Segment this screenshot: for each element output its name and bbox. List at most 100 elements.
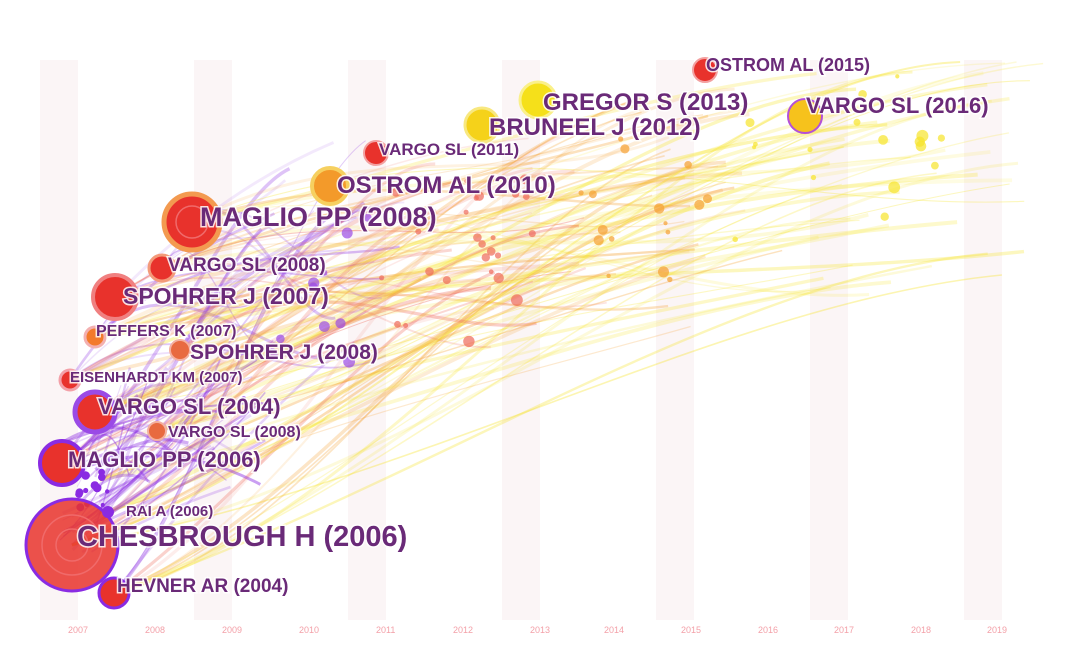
minor-node[interactable] [379, 275, 385, 281]
minor-node[interactable] [319, 321, 330, 332]
minor-node[interactable] [589, 190, 597, 199]
minor-node[interactable] [321, 269, 328, 276]
node-label[interactable]: RAI A (2006) [125, 502, 215, 522]
minor-node[interactable] [888, 181, 901, 194]
minor-node[interactable] [488, 269, 494, 275]
minor-node[interactable] [486, 247, 496, 256]
minor-node[interactable] [464, 178, 469, 184]
minor-node[interactable] [807, 146, 813, 153]
node-circle[interactable] [38, 439, 86, 487]
minor-node[interactable] [473, 233, 482, 242]
node-circle[interactable] [147, 421, 167, 441]
minor-node[interactable] [663, 221, 668, 226]
minor-node[interactable] [880, 212, 889, 221]
minor-node[interactable] [810, 174, 817, 181]
node-label[interactable]: VARGO SL (2011) [378, 139, 521, 161]
node-circle[interactable] [518, 80, 558, 120]
minor-node[interactable] [241, 396, 246, 401]
minor-node[interactable] [931, 161, 939, 170]
node-circle[interactable] [58, 368, 82, 392]
minor-node[interactable] [463, 209, 469, 215]
minor-node[interactable] [732, 236, 738, 243]
minor-node[interactable] [511, 190, 520, 198]
minor-node[interactable] [265, 348, 278, 360]
node-bruneel-j-2012[interactable] [463, 106, 501, 144]
minor-node[interactable] [752, 145, 757, 150]
minor-node[interactable] [403, 323, 409, 328]
minor-node[interactable] [90, 481, 100, 490]
minor-node[interactable] [473, 195, 479, 201]
minor-node[interactable] [878, 135, 888, 145]
minor-node[interactable] [493, 272, 504, 284]
minor-node[interactable] [494, 252, 502, 259]
minor-node[interactable] [425, 267, 434, 276]
node-label[interactable]: OSTROM AL (2010) [336, 171, 558, 201]
node-circle[interactable] [310, 166, 350, 206]
minor-node[interactable] [442, 276, 451, 285]
node-label[interactable]: EISENHARDT KM (2007) [69, 368, 245, 388]
node-circle[interactable] [91, 273, 139, 321]
node-vargo-sl-2004[interactable] [72, 389, 118, 435]
minor-node[interactable] [853, 118, 861, 126]
minor-node[interactable] [745, 118, 755, 128]
minor-node[interactable] [597, 224, 608, 235]
minor-node[interactable] [100, 502, 105, 508]
node-ostrom-al-2015[interactable] [692, 57, 718, 83]
node-circle[interactable] [169, 339, 191, 361]
minor-node[interactable] [276, 334, 285, 344]
minor-node[interactable] [937, 134, 946, 142]
minor-node[interactable] [694, 199, 705, 210]
minor-node[interactable] [394, 320, 401, 328]
node-circle[interactable] [72, 389, 118, 435]
node-spohrer-j-2008[interactable] [169, 339, 191, 361]
minor-node[interactable] [391, 187, 401, 197]
node-label[interactable]: MAGLIO PP (2008) [199, 201, 439, 234]
node-peffers-k-2007[interactable] [83, 325, 107, 349]
node-label[interactable]: BRUNEEL J (2012) [488, 113, 703, 143]
node-circle[interactable] [692, 57, 718, 83]
node-vargo-sl-2008b[interactable] [147, 421, 167, 441]
minor-node[interactable] [490, 235, 496, 241]
minor-node[interactable] [667, 276, 673, 283]
minor-node[interactable] [343, 355, 355, 368]
minor-node[interactable] [520, 174, 530, 185]
node-circle[interactable] [102, 506, 114, 518]
node-circle[interactable] [83, 325, 107, 349]
node-label[interactable]: HEVNER AR (2004) [116, 575, 290, 599]
minor-node[interactable] [478, 240, 486, 248]
minor-node[interactable] [858, 90, 867, 99]
node-label[interactable]: VARGO SL (2004) [97, 393, 283, 421]
minor-node[interactable] [463, 335, 475, 348]
minor-node[interactable] [335, 318, 346, 329]
minor-node[interactable] [578, 190, 584, 196]
minor-node[interactable] [309, 282, 318, 291]
minor-node[interactable] [523, 193, 530, 200]
minor-node[interactable] [684, 161, 692, 169]
node-circle[interactable] [363, 140, 389, 166]
minor-node[interactable] [98, 473, 106, 482]
minor-node[interactable] [665, 229, 671, 235]
minor-node[interactable] [658, 266, 669, 278]
node-label[interactable]: VARGO SL (2008) [167, 254, 328, 278]
node-circle[interactable] [97, 576, 131, 610]
node-hevner-ar-2004[interactable] [97, 576, 131, 610]
node-circle[interactable] [463, 106, 501, 144]
minor-node[interactable] [593, 235, 604, 246]
node-label[interactable]: OSTROM AL (2015) [705, 54, 872, 77]
node-maglio-pp-2008[interactable] [161, 191, 223, 253]
node-circle[interactable] [147, 253, 177, 283]
node-label[interactable]: VARGO SL (2016) [805, 92, 991, 120]
minor-node[interactable] [915, 140, 927, 152]
node-vargo-sl-2011[interactable] [363, 140, 389, 166]
node-circle[interactable] [161, 191, 223, 253]
node-label[interactable]: SPOHRER J (2007) [122, 282, 331, 311]
minor-node[interactable] [654, 203, 665, 214]
minor-node[interactable] [608, 236, 615, 242]
minor-node[interactable] [703, 194, 712, 204]
node-eisenhardt-km-2007[interactable] [58, 368, 82, 392]
node-label[interactable]: GREGOR S (2013) [542, 88, 750, 118]
minor-node[interactable] [341, 227, 353, 239]
minor-node[interactable] [618, 136, 624, 142]
minor-node[interactable] [620, 144, 630, 154]
